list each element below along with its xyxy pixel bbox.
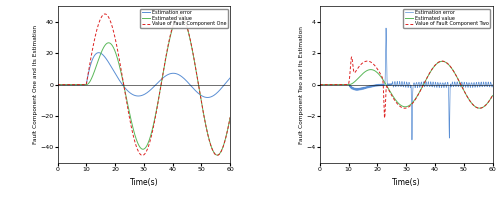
Estimated value	[420, 83, 426, 86]
Estimated value	[317, 83, 323, 86]
Value of Fault Component Two	[348, 57, 354, 60]
Estimation error	[490, 83, 496, 86]
Estimation error	[383, 33, 389, 35]
Line: Estimated value: Estimated value	[58, 15, 230, 155]
Estimated value	[214, 154, 220, 156]
Estimated value	[429, 68, 435, 70]
Value of Fault Component One	[54, 83, 60, 86]
Estimation error	[317, 83, 323, 86]
Estimated value	[86, 82, 92, 84]
Estimation error	[196, 93, 202, 95]
Estimation error	[409, 139, 415, 141]
Estimation error	[54, 83, 60, 86]
Line: Value of Fault Component One: Value of Fault Component One	[58, 14, 230, 155]
Value of Fault Component One	[177, 13, 183, 15]
X-axis label: Time(s): Time(s)	[392, 178, 420, 187]
Value of Fault Component Two	[348, 56, 354, 58]
Estimation error	[96, 51, 102, 54]
Legend: Estimation error, Estimated value, Value of Fault Component One: Estimation error, Estimated value, Value…	[140, 9, 228, 28]
Line: Estimation error: Estimation error	[320, 28, 492, 140]
X-axis label: Time(s): Time(s)	[130, 178, 158, 187]
Line: Estimated value: Estimated value	[320, 61, 492, 108]
Estimated value	[54, 83, 60, 86]
Estimated value	[184, 24, 190, 27]
Estimated value	[476, 107, 482, 109]
Legend: Estimation error, Estimated value, Value of Fault Component Two: Estimation error, Estimated value, Value…	[403, 9, 490, 28]
Estimation error	[86, 70, 92, 73]
Value of Fault Component Two	[317, 83, 323, 86]
Estimation error	[348, 85, 354, 87]
Estimation error	[184, 80, 190, 82]
Estimated value	[490, 94, 496, 97]
Estimated value	[196, 89, 202, 92]
Estimation error	[420, 81, 426, 83]
Value of Fault Component Two	[446, 63, 452, 66]
Value of Fault Component Two	[383, 90, 389, 93]
Estimation error	[383, 27, 389, 29]
Estimation error	[459, 81, 465, 83]
Y-axis label: Fault Component One and Its Estimation: Fault Component One and Its Estimation	[33, 25, 38, 144]
Estimated value	[158, 84, 164, 86]
Value of Fault Component Two	[429, 68, 435, 70]
Estimated value	[348, 83, 354, 85]
Estimation error	[120, 85, 126, 87]
Estimated value	[459, 85, 465, 88]
Value of Fault Component One	[86, 68, 92, 71]
Estimated value	[227, 116, 233, 119]
Line: Value of Fault Component Two: Value of Fault Component Two	[320, 57, 492, 118]
Value of Fault Component One	[184, 23, 190, 26]
Estimated value	[167, 38, 173, 40]
Estimated value	[383, 83, 389, 85]
Estimation error	[204, 96, 210, 99]
Value of Fault Component One	[158, 84, 164, 86]
Estimated value	[177, 14, 183, 16]
Value of Fault Component Two	[382, 117, 388, 119]
Y-axis label: Fault Component Two and Its Estimation: Fault Component Two and Its Estimation	[300, 26, 304, 144]
Estimated value	[446, 63, 452, 66]
Estimation error	[158, 78, 164, 81]
Value of Fault Component Two	[490, 94, 496, 97]
Value of Fault Component One	[227, 116, 233, 119]
Estimated value	[439, 60, 445, 63]
Estimation error	[446, 98, 452, 100]
Estimation error	[429, 86, 435, 88]
Line: Estimation error: Estimation error	[58, 53, 230, 98]
Estimated value	[120, 82, 126, 85]
Value of Fault Component Two	[420, 83, 426, 86]
Value of Fault Component One	[120, 82, 126, 85]
Value of Fault Component Two	[459, 85, 465, 88]
Value of Fault Component One	[196, 89, 202, 92]
Value of Fault Component One	[167, 36, 173, 39]
Estimation error	[227, 77, 233, 79]
Estimation error	[167, 73, 173, 75]
Value of Fault Component One	[214, 154, 220, 156]
